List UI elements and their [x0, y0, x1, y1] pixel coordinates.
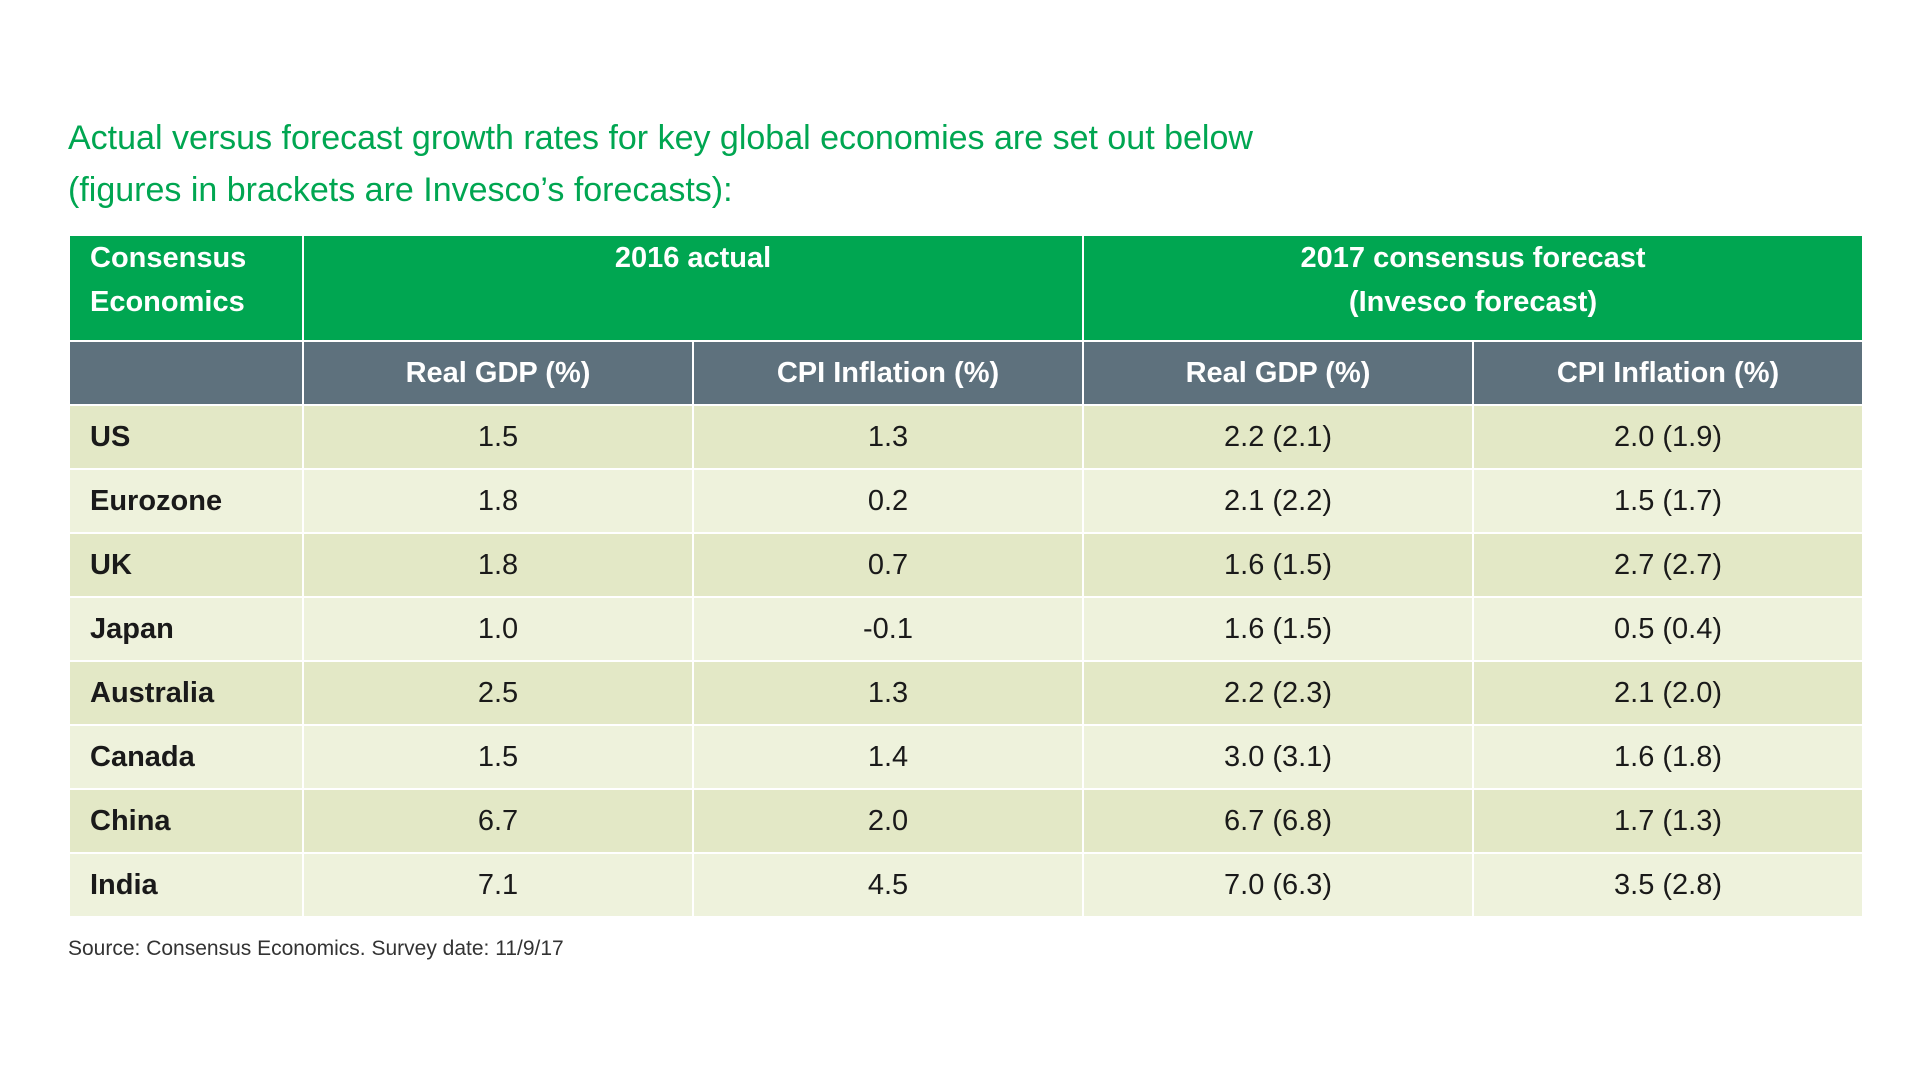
gdp-2017-cell: 1.6 (1.5): [1082, 532, 1475, 598]
cpi-2016-cell: 4.5: [691, 852, 1085, 918]
subheader-blank: [68, 340, 304, 406]
gdp-2017-cell: 1.6 (1.5): [1082, 596, 1475, 662]
gdp-2017-cell: 2.2 (2.1): [1082, 404, 1475, 470]
cpi-2017-cell: 1.6 (1.8): [1472, 724, 1865, 790]
table-heading: Actual versus forecast growth rates for …: [68, 112, 1568, 216]
gdp-2017-cell: 2.1 (2.2): [1082, 468, 1475, 534]
group-header-row: Consensus Economics 2016 actual 2017 con…: [68, 234, 1865, 342]
cpi-2017-cell: 0.5 (0.4): [1472, 596, 1865, 662]
gdp-2017-cell: 2.2 (2.3): [1082, 660, 1475, 726]
gdp-2016-cell: 1.8: [302, 468, 694, 534]
table-row: UK 1.8 0.7 1.6 (1.5) 2.7 (2.7): [68, 532, 1865, 598]
country-cell: Canada: [68, 724, 304, 790]
header-2017-forecast: 2017 consensus forecast (Invesco forecas…: [1082, 234, 1865, 342]
cpi-2017-cell: 1.7 (1.3): [1472, 788, 1865, 854]
header-consensus-economics: Consensus Economics: [68, 234, 304, 342]
subheader-row: Real GDP (%) CPI Inflation (%) Real GDP …: [68, 340, 1865, 406]
heading-line-1: Actual versus forecast growth rates for …: [68, 119, 1253, 157]
table-row: Canada 1.5 1.4 3.0 (3.1) 1.6 (1.8): [68, 724, 1865, 790]
country-cell: Japan: [68, 596, 304, 662]
subheader-2017-cpi: CPI Inflation (%): [1472, 340, 1865, 406]
source-note: Source: Consensus Economics. Survey date…: [68, 937, 564, 960]
subheader-2016-cpi: CPI Inflation (%): [691, 340, 1085, 406]
gdp-2016-cell: 1.5: [302, 724, 694, 790]
cpi-2016-cell: 0.7: [691, 532, 1085, 598]
subheader-2016-gdp: Real GDP (%): [302, 340, 694, 406]
table-row: India 7.1 4.5 7.0 (6.3) 3.5 (2.8): [68, 852, 1865, 918]
gdp-2017-cell: 7.0 (6.3): [1082, 852, 1475, 918]
gdp-2016-cell: 1.8: [302, 532, 694, 598]
header-2017-line1: 2017 consensus forecast: [1300, 242, 1646, 274]
cpi-2017-cell: 3.5 (2.8): [1472, 852, 1865, 918]
growth-table: Consensus Economics 2016 actual 2017 con…: [68, 234, 1865, 918]
cpi-2016-cell: 1.4: [691, 724, 1085, 790]
gdp-2017-cell: 6.7 (6.8): [1082, 788, 1475, 854]
cpi-2016-cell: -0.1: [691, 596, 1085, 662]
country-cell: India: [68, 852, 304, 918]
table-row: China 6.7 2.0 6.7 (6.8) 1.7 (1.3): [68, 788, 1865, 854]
gdp-2016-cell: 2.5: [302, 660, 694, 726]
table-row: Eurozone 1.8 0.2 2.1 (2.2) 1.5 (1.7): [68, 468, 1865, 534]
cpi-2016-cell: 1.3: [691, 660, 1085, 726]
country-cell: US: [68, 404, 304, 470]
header-consensus-line1: Consensus: [90, 242, 247, 274]
gdp-2016-cell: 1.5: [302, 404, 694, 470]
gdp-2016-cell: 7.1: [302, 852, 694, 918]
cpi-2016-cell: 1.3: [691, 404, 1085, 470]
cpi-2016-cell: 2.0: [691, 788, 1085, 854]
table-row: US 1.5 1.3 2.2 (2.1) 2.0 (1.9): [68, 404, 1865, 470]
table-row: Japan 1.0 -0.1 1.6 (1.5) 0.5 (0.4): [68, 596, 1865, 662]
heading-line-2: (figures in brackets are Invesco’s forec…: [68, 171, 733, 209]
cpi-2017-cell: 2.1 (2.0): [1472, 660, 1865, 726]
table-row: Australia 2.5 1.3 2.2 (2.3) 2.1 (2.0): [68, 660, 1865, 726]
cpi-2017-cell: 2.0 (1.9): [1472, 404, 1865, 470]
cpi-2017-cell: 2.7 (2.7): [1472, 532, 1865, 598]
subheader-2017-gdp: Real GDP (%): [1082, 340, 1475, 406]
header-2016-actual: 2016 actual: [301, 234, 1085, 342]
gdp-2017-cell: 3.0 (3.1): [1082, 724, 1475, 790]
country-cell: Eurozone: [68, 468, 304, 534]
header-2017-line2: (Invesco forecast): [1348, 286, 1598, 318]
country-cell: China: [68, 788, 304, 854]
header-consensus-line2: Economics: [90, 286, 245, 318]
country-cell: Australia: [68, 660, 304, 726]
gdp-2016-cell: 1.0: [302, 596, 694, 662]
country-cell: UK: [68, 532, 304, 598]
cpi-2016-cell: 0.2: [691, 468, 1085, 534]
cpi-2017-cell: 1.5 (1.7): [1472, 468, 1865, 534]
gdp-2016-cell: 6.7: [302, 788, 694, 854]
